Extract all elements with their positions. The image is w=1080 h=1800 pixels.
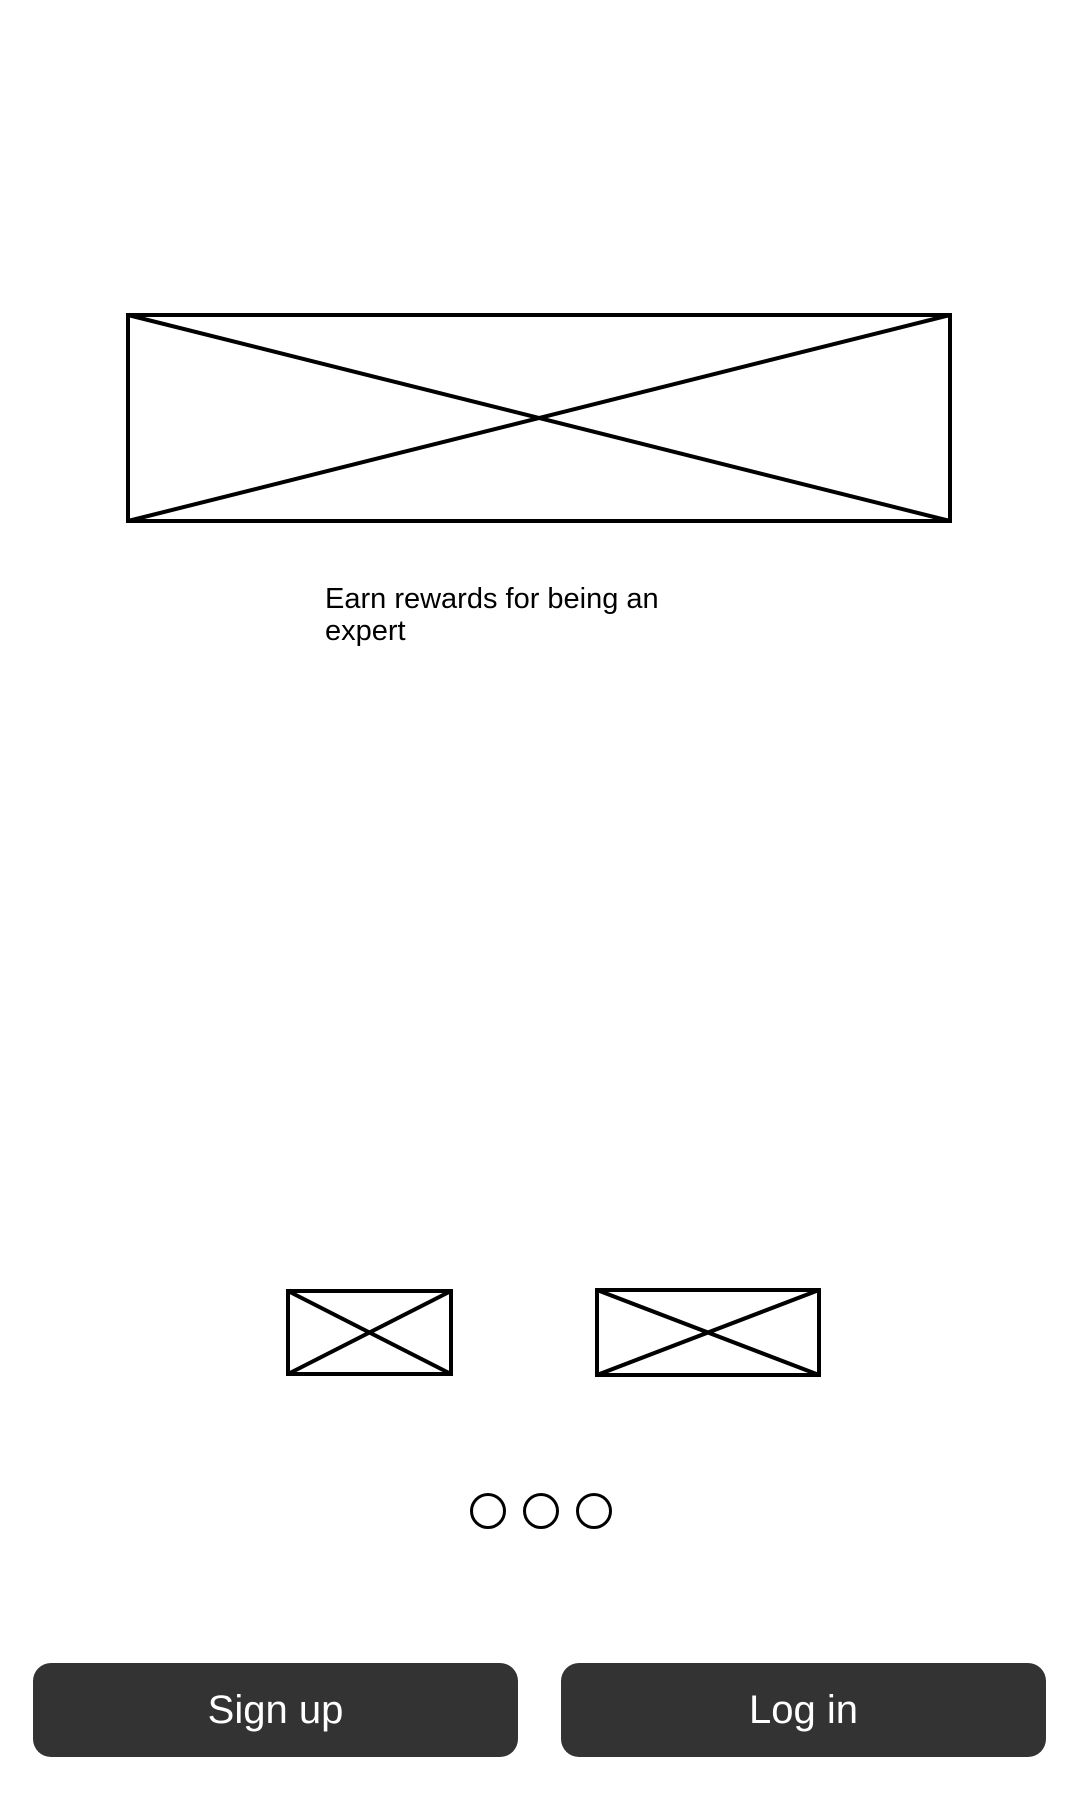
partner-logo-left [286, 1289, 453, 1376]
page-dot-3[interactable] [576, 1493, 612, 1529]
hero-image-placeholder [126, 313, 952, 523]
partner-logo-right [595, 1288, 821, 1377]
onboarding-tagline: Earn rewards for being an expert [325, 583, 659, 647]
page-indicator [470, 1493, 612, 1529]
sign-up-button[interactable]: Sign up [33, 1663, 518, 1757]
log-in-button[interactable]: Log in [561, 1663, 1046, 1757]
page-dot-2[interactable] [523, 1493, 559, 1529]
page-dot-1[interactable] [470, 1493, 506, 1529]
